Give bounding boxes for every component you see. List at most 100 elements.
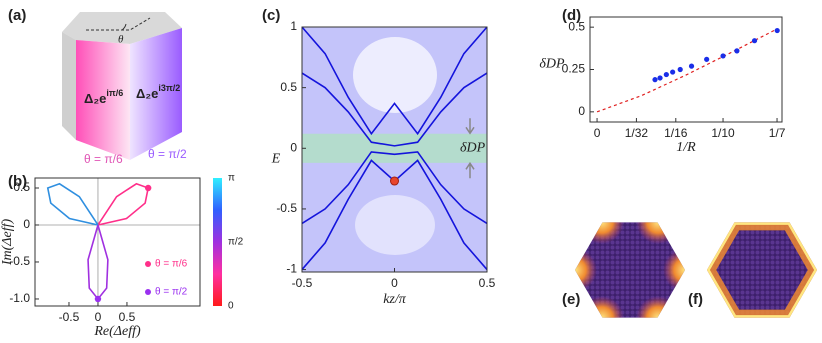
angle-label: θ	[118, 34, 124, 46]
prism-face-left	[76, 40, 130, 160]
x-axis-label: 1/R	[676, 140, 696, 155]
prism-face-right	[130, 28, 182, 160]
x-axis-label: kz/π	[383, 292, 407, 307]
edge-glow	[580, 296, 624, 318]
edge-glow	[580, 222, 624, 244]
angle-arc	[121, 23, 127, 31]
panel-label: (d)	[562, 7, 581, 24]
marker-point	[94, 295, 102, 303]
band-gap-region	[353, 37, 437, 113]
panel-label: (e)	[562, 291, 580, 308]
x-tick-label: 0.5	[119, 310, 136, 324]
y-tick-label: -0.5	[9, 254, 30, 268]
data-line	[301, 151, 488, 225]
gap-arrow	[465, 118, 475, 135]
edge-glow	[636, 222, 680, 244]
data-line	[596, 28, 778, 113]
panel-label: (b)	[8, 173, 27, 190]
panel-label: (a)	[8, 7, 26, 24]
y-tick-label: 0.25	[562, 62, 586, 76]
x-tick-label: 1/10	[711, 126, 735, 140]
x-tick-label: -0.5	[292, 276, 313, 290]
data-point	[734, 48, 740, 54]
panel-labels: (a) (b) (c) (d) (e) (f)	[8, 7, 703, 308]
hex-lattice	[707, 222, 817, 318]
dirac-gap-band	[302, 133, 487, 163]
prism: θ Δ₂eiπ/6 Δ₂ei3π/2 θ = π/6 θ = π/2	[62, 12, 187, 166]
x-tick-label: 1/32	[625, 126, 649, 140]
hex-e	[575, 222, 685, 318]
y-axis-label: Im(Δeff)	[0, 219, 15, 267]
prism-top	[62, 12, 182, 44]
y-tick-label: -1.0	[9, 291, 30, 305]
x-tick-label: 0	[391, 276, 398, 290]
data-point	[688, 63, 695, 69]
highlight-point	[390, 176, 399, 186]
plot-frame	[589, 16, 783, 123]
prism-back	[62, 32, 76, 140]
y-tick-label: 0	[578, 104, 585, 118]
band-gap-region	[355, 195, 435, 255]
legend-label: θ = π/6	[155, 259, 188, 270]
data-line	[301, 72, 488, 147]
gap-arrow	[465, 161, 475, 179]
x-axis-label: Re(Δeff)	[93, 324, 141, 339]
data-point	[652, 77, 658, 83]
face-label: Δ₂e	[84, 91, 106, 106]
data-point	[657, 75, 663, 81]
x-tick-label: 1/7	[769, 126, 786, 140]
face-exponent: iπ/6	[106, 88, 123, 98]
theta-right: θ = π/2	[148, 147, 187, 161]
plot-frame	[301, 26, 488, 273]
data-line	[97, 182, 150, 226]
data-point	[663, 71, 669, 78]
legend-swatch	[145, 261, 151, 267]
data-point	[677, 66, 683, 73]
plot-frame	[34, 177, 201, 307]
y-axis-label: δDP	[539, 57, 565, 72]
y-tick-label: 0	[23, 217, 30, 231]
y-tick-label: 1	[290, 19, 297, 33]
x-tick-label: 0	[95, 310, 102, 324]
y-axis-label: E	[271, 152, 281, 167]
face-label: Δ₂e	[136, 86, 158, 101]
chart: 0 1/32 1/16 1/10 1/7 0 0.25 0.5 1/R δDP	[539, 16, 786, 155]
y-tick-label: 0.5	[280, 80, 297, 94]
colorbar	[213, 178, 222, 306]
y-tick-label: 0	[290, 140, 297, 154]
y-tick-label: -1	[286, 262, 297, 276]
data-point	[751, 38, 758, 44]
edge-glow	[663, 248, 685, 292]
face-exponent: i3π/2	[158, 83, 180, 93]
gap-label: δDP	[460, 141, 486, 156]
colorbar-label: π	[228, 173, 235, 184]
y-tick-label: 0.5	[568, 19, 585, 33]
data-line	[301, 26, 488, 136]
face-left-label: Δ₂eiπ/6	[84, 88, 123, 106]
colorbar-label: π/2	[228, 237, 244, 248]
edge-glow	[575, 248, 597, 292]
panel-label: (c)	[262, 7, 280, 24]
x-tick-label: 0	[594, 126, 601, 140]
y-tick-label: 0.5	[13, 180, 30, 194]
marker-point	[144, 184, 152, 192]
face-right-label: Δ₂ei3π/2	[136, 83, 180, 101]
data-point	[670, 69, 676, 75]
data-point	[720, 53, 726, 59]
x-tick-label: 1/16	[664, 126, 688, 140]
edge-glow	[636, 296, 680, 318]
legend-label: θ = π/2	[155, 287, 188, 298]
data-point	[774, 27, 780, 34]
theta-left: θ = π/6	[84, 152, 123, 166]
x-tick-label: -0.5	[59, 310, 80, 324]
data-point	[704, 56, 710, 62]
x-tick-label: 0.5	[479, 276, 496, 290]
data-line	[46, 182, 99, 226]
hex-f	[707, 222, 817, 318]
y-tick-label: -0.5	[276, 201, 297, 215]
legend-swatch	[145, 289, 151, 295]
panel-label: (f)	[688, 291, 703, 308]
